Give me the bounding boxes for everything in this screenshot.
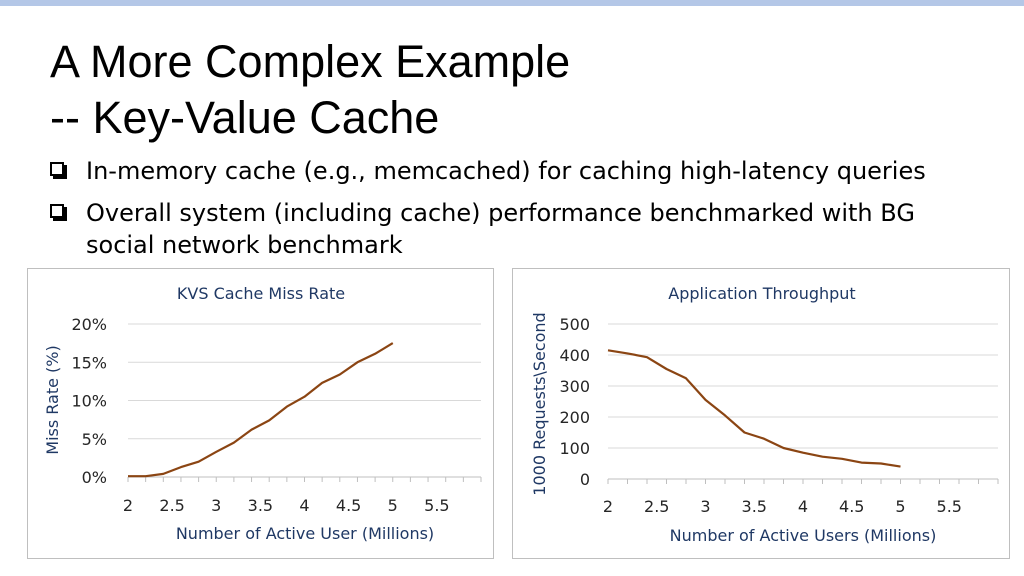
miss-rate-chart: KVS Cache Miss Rate 0% 5% 10% 15% 20% 2 2.5 3 3.5…: [27, 268, 494, 559]
slide-title: A More Complex Example -- Key-Value Cach…: [50, 34, 570, 146]
miss-rate-x-axis-label: Number of Active User (Millions): [176, 524, 434, 543]
throughput-y-tick-label: 200: [559, 408, 590, 427]
miss-rate-x-tick-label: 5: [388, 496, 398, 515]
throughput-y-tick-label: 300: [559, 377, 590, 396]
bullet-list: In-memory cache (e.g., memcached) for ca…: [48, 155, 988, 271]
throughput-y-tick-label: 400: [559, 346, 590, 365]
throughput-x-tick-label: 4: [798, 497, 808, 516]
title-line-2: -- Key-Value Cache: [50, 92, 440, 143]
throughput-chart: Application Throughput 0 100 200 300 400 500 2 2…: [512, 268, 1010, 559]
bullet-text: In-memory cache (e.g., memcached) for ca…: [86, 157, 926, 185]
throughput-x-tick-label: 3: [700, 497, 710, 516]
miss-rate-x-tick-label: 3.5: [248, 496, 273, 515]
miss-rate-x-tick-label: 2: [123, 496, 133, 515]
checkbox-bullet-icon: [50, 162, 64, 176]
miss-rate-series-line: [128, 342, 394, 478]
miss-rate-y-axis-label: Miss Rate (%): [43, 345, 62, 454]
miss-rate-y-tick-label: 10%: [71, 392, 107, 411]
miss-rate-y-tick-label: 20%: [71, 315, 107, 334]
throughput-series-line: [607, 349, 901, 468]
throughput-x-tick-label: 2: [603, 497, 613, 516]
miss-rate-y-tick-label: 5%: [82, 430, 107, 449]
throughput-y-tick-label: 500: [559, 315, 590, 334]
miss-rate-x-tick-label: 3: [211, 496, 221, 515]
miss-rate-y-tick-label: 0%: [82, 468, 107, 487]
bullet-item: Overall system (including cache) perform…: [48, 197, 988, 261]
throughput-x-axis-label: Number of Active Users (Millions): [670, 526, 937, 545]
miss-rate-y-tick-label: 15%: [71, 353, 107, 372]
bullet-text: Overall system (including cache) perform…: [86, 199, 915, 259]
bullet-item: In-memory cache (e.g., memcached) for ca…: [48, 155, 988, 187]
checkbox-bullet-icon: [50, 204, 64, 218]
throughput-x-tick-label: 3.5: [742, 497, 767, 516]
throughput-x-tick-label: 2.5: [644, 497, 669, 516]
title-line-1: A More Complex Example: [50, 36, 571, 87]
miss-rate-x-tick-label: 4: [299, 496, 309, 515]
throughput-y-tick-label: 100: [559, 439, 590, 458]
throughput-chart-svg: Application Throughput 0 100 200 300 400 500 2 2…: [530, 284, 999, 545]
miss-rate-x-tick-label: 5.5: [424, 496, 449, 515]
accent-top-bar: [0, 0, 1024, 6]
miss-rate-x-tick-label: 4.5: [336, 496, 361, 515]
throughput-x-tick-label: 4.5: [839, 497, 864, 516]
miss-rate-title: KVS Cache Miss Rate: [177, 284, 345, 303]
throughput-y-axis-label: 1000 Requests\Second: [530, 312, 549, 495]
throughput-x-tick-label: 5.5: [937, 497, 962, 516]
miss-rate-x-tick-label: 2.5: [159, 496, 184, 515]
throughput-x-tick-label: 5: [895, 497, 905, 516]
miss-rate-chart-svg: KVS Cache Miss Rate 0% 5% 10% 15% 20% 2 2.5 3 3.5…: [43, 284, 482, 543]
throughput-y-tick-label: 0: [580, 470, 590, 489]
throughput-title: Application Throughput: [668, 284, 855, 303]
